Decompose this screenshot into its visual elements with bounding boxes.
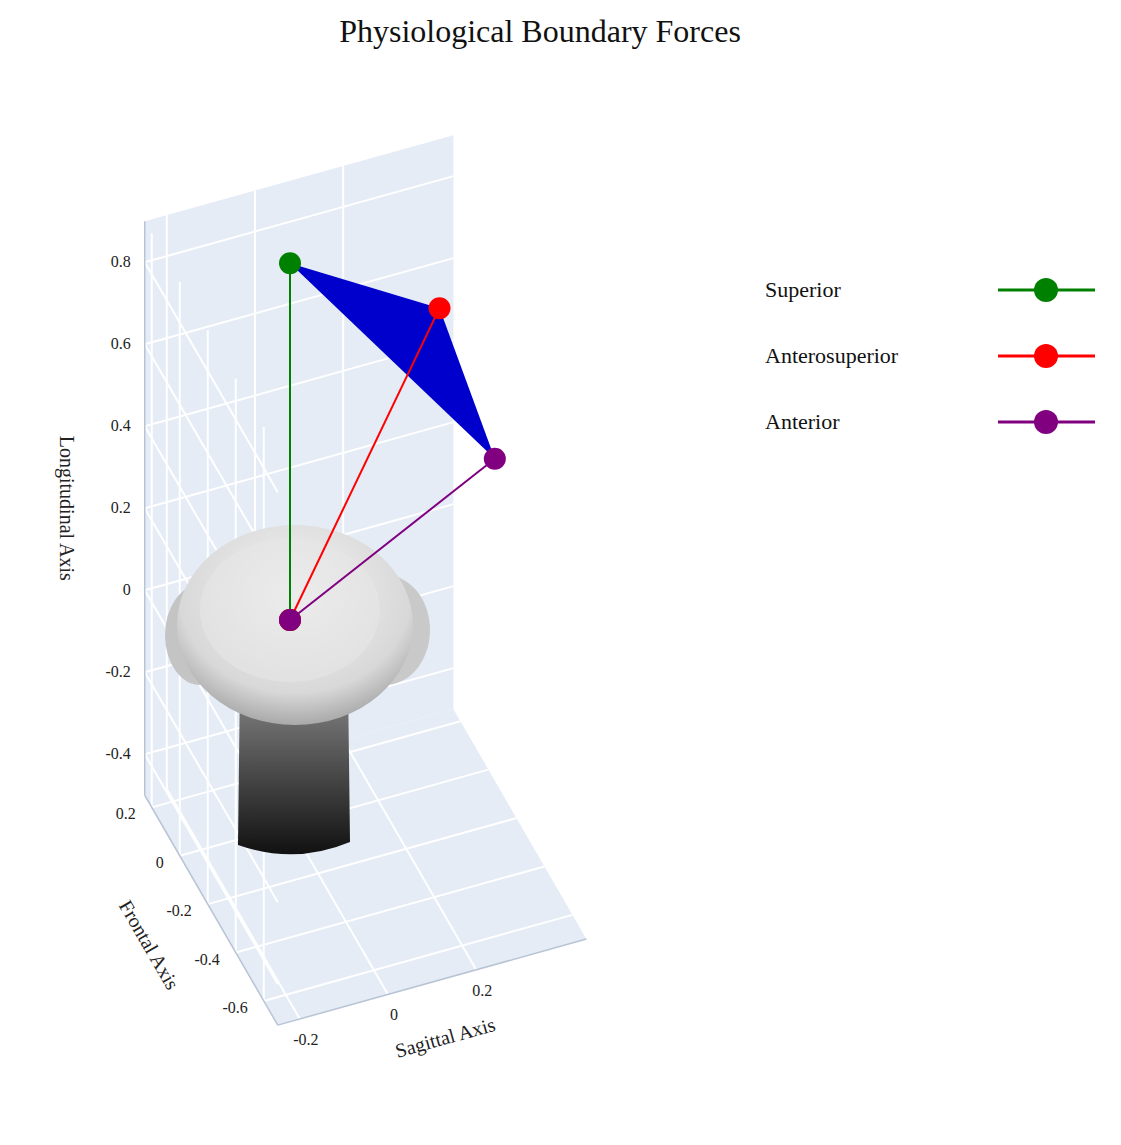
svg-text:-0.6: -0.6 (222, 999, 247, 1016)
svg-text:-0.2: -0.2 (166, 902, 191, 919)
svg-text:-0.2: -0.2 (105, 663, 130, 680)
svg-text:Superior: Superior (765, 277, 841, 302)
svg-text:0.6: 0.6 (111, 335, 131, 352)
svg-text:-0.4: -0.4 (194, 951, 219, 968)
svg-text:0: 0 (390, 1006, 398, 1023)
svg-text:0.2: 0.2 (111, 499, 131, 516)
svg-text:Physiological Boundary Forces: Physiological Boundary Forces (339, 13, 741, 49)
svg-text:0.2: 0.2 (472, 982, 492, 999)
svg-text:Frontal Axis: Frontal Axis (115, 896, 184, 993)
svg-text:Sagittal Axis: Sagittal Axis (393, 1013, 498, 1063)
svg-text:-0.4: -0.4 (105, 745, 130, 762)
svg-text:Longitudinal Axis: Longitudinal Axis (55, 436, 78, 581)
svg-text:0: 0 (156, 854, 164, 871)
svg-text:0.8: 0.8 (111, 253, 131, 270)
svg-text:0.4: 0.4 (111, 417, 131, 434)
svg-text:0: 0 (123, 581, 131, 598)
svg-text:-0.2: -0.2 (293, 1031, 318, 1048)
svg-text:0.2: 0.2 (116, 805, 136, 822)
svg-text:Anterior: Anterior (765, 409, 840, 434)
svg-text:Anterosuperior: Anterosuperior (765, 343, 899, 368)
